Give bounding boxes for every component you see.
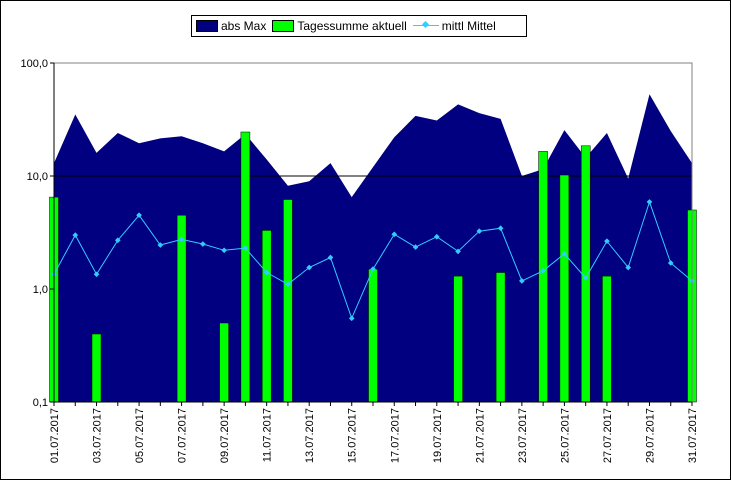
x-tick-label-23.07.2017: 23.07.2017 — [517, 408, 529, 463]
x-tick-label-13.07.2017: 13.07.2017 — [304, 408, 316, 463]
marker-mittl-mittel-21 — [476, 228, 483, 234]
marker-mittl-mittel-20 — [455, 248, 461, 255]
marker-mittl-mittel-10 — [242, 245, 249, 251]
x-tick-label-01.07.2017: 01.07.2017 — [49, 408, 61, 463]
x-tick-label-17.07.2017: 17.07.2017 — [389, 408, 401, 463]
bar-tagessumme-20 — [453, 275, 463, 403]
legend-label-abs-max: abs Max — [221, 19, 267, 33]
marker-mittl-mittel-24 — [540, 267, 546, 274]
x-tick-label-09.07.2017: 09.07.2017 — [219, 408, 231, 463]
legend-item-tagessumme: Tagessumme aktuell — [272, 19, 407, 33]
marker-mittl-mittel-28 — [625, 264, 632, 271]
x-tick-label-25.07.2017: 25.07.2017 — [559, 408, 571, 463]
bar-tagessumme-27 — [602, 275, 612, 403]
marker-mittl-mittel-22 — [497, 225, 504, 232]
marker-mittl-mittel-13 — [306, 264, 313, 271]
marker-mittl-mittel-2 — [72, 232, 79, 238]
legend-label-mittel: mittl Mittel — [441, 19, 496, 33]
marker-mittl-mittel-7 — [178, 236, 185, 243]
legend-swatch-tagessumme — [272, 20, 295, 32]
marker-mittl-mittel-17 — [391, 231, 398, 238]
marker-mittl-mittel-25 — [561, 250, 568, 257]
y-tick-label-3: 100,0 — [20, 58, 48, 70]
bar-tagessumme-3 — [91, 333, 102, 403]
bar-tagessumme-16 — [368, 268, 378, 403]
marker-mittl-mittel-30 — [667, 260, 674, 266]
x-tick-label-15.07.2017: 15.07.2017 — [347, 408, 359, 463]
marker-mittl-mittel-4 — [114, 237, 121, 244]
marker-mittl-mittel-8 — [200, 241, 206, 247]
bar-tagessumme-12 — [283, 199, 293, 403]
area-abs-max — [54, 94, 692, 402]
x-tick-label-27.07.2017: 27.07.2017 — [602, 408, 614, 463]
marker-mittl-mittel-9 — [221, 247, 227, 254]
bar-tagessumme-11 — [261, 230, 272, 403]
legend-label-tagessumme: Tagessumme aktuell — [297, 19, 407, 33]
bar-tagessumme-24 — [538, 151, 548, 403]
marker-mittl-mittel-19 — [433, 233, 440, 240]
marker-mittl-mittel-27 — [604, 238, 610, 245]
marker-mittl-mittel-26 — [582, 275, 589, 281]
bar-tagessumme-10 — [240, 131, 251, 403]
marker-mittl-mittel-23 — [519, 278, 525, 284]
x-tick-label-05.07.2017: 05.07.2017 — [134, 408, 146, 463]
marker-mittl-mittel-14 — [327, 254, 334, 261]
x-tick-label-21.07.2017: 21.07.2017 — [474, 408, 486, 463]
y-tick-label-2: 10,0 — [27, 171, 48, 183]
marker-mittl-mittel-18 — [412, 244, 419, 250]
marker-mittl-mittel-12 — [285, 281, 291, 288]
x-tick-label-07.07.2017: 07.07.2017 — [177, 408, 189, 463]
x-tick-label-19.07.2017: 19.07.2017 — [432, 408, 444, 463]
legend-swatch-abs-max — [196, 20, 218, 32]
bar-tagessumme-9 — [219, 322, 229, 403]
legend-item-mittel: mittl Mittel — [412, 19, 496, 33]
x-tick-label-29.07.2017: 29.07.2017 — [644, 408, 656, 463]
marker-mittl-mittel-11 — [263, 269, 270, 276]
x-tick-label-31.07.2017: 31.07.2017 — [687, 408, 699, 463]
y-tick-label-0: 0,1 — [33, 397, 48, 409]
bar-tagessumme-7 — [176, 214, 187, 403]
x-tick-label-11.07.2017: 11.07.2017 — [262, 408, 274, 462]
legend-swatch-mittel — [412, 20, 439, 32]
marker-mittl-mittel-16 — [370, 266, 376, 272]
y-tick-label-1: 1,0 — [33, 284, 48, 296]
marker-mittl-mittel-5 — [136, 212, 142, 219]
marker-mittl-mittel-29 — [646, 199, 653, 205]
chart-legend: abs Max Tagessumme aktuell mittl Mittel — [191, 15, 527, 37]
x-tick-label-03.07.2017: 03.07.2017 — [92, 408, 104, 463]
bar-tagessumme-22 — [495, 272, 506, 403]
legend-item-abs-max: abs Max — [196, 19, 266, 33]
bar-tagessumme-25 — [559, 174, 570, 403]
marker-mittl-mittel-15 — [348, 315, 355, 322]
marker-mittl-mittel-6 — [157, 242, 164, 248]
marker-mittl-mittel-3 — [93, 271, 100, 278]
